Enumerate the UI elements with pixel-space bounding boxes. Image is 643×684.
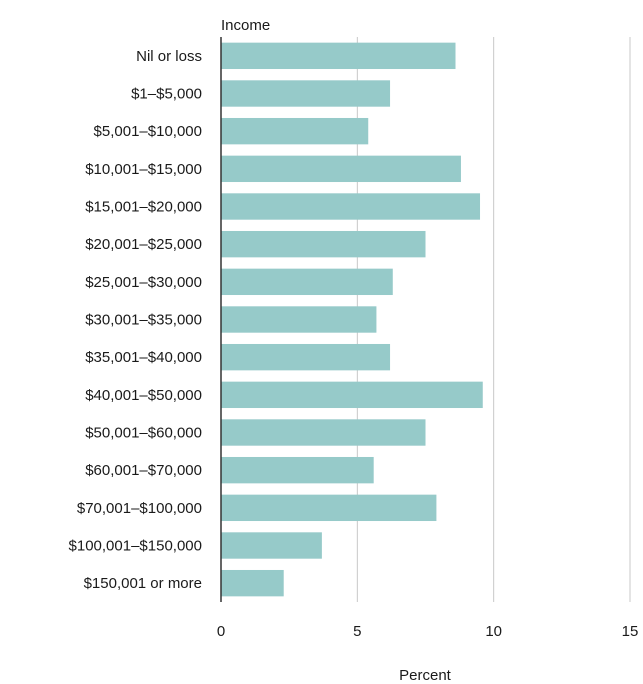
x-tick-label-2: 10: [485, 623, 502, 640]
bar-12: [221, 494, 437, 522]
category-labels: Nil or loss $1–$5,000 $5,001–$10,000 $10,00…: [69, 48, 202, 592]
x-tick-label-0: 0: [217, 623, 225, 640]
category-label-12: $70,001–$100,000: [77, 500, 202, 517]
category-label-13: $100,001–$150,000: [69, 538, 202, 555]
bar-14: [221, 569, 284, 597]
bar-8: [221, 343, 391, 371]
bar-2: [221, 117, 369, 145]
category-label-5: $20,001–$25,000: [85, 236, 202, 253]
bar-1: [221, 80, 391, 107]
category-label-4: $15,001–$20,000: [85, 199, 202, 216]
bars: [221, 42, 483, 597]
bar-7: [221, 306, 377, 333]
bar-0: [221, 42, 456, 70]
category-label-8: $35,001–$40,000: [85, 349, 202, 366]
bar-6: [221, 268, 393, 296]
category-label-3: $10,001–$15,000: [85, 161, 202, 178]
bar-11: [221, 456, 374, 484]
category-label-6: $25,001–$30,000: [85, 274, 202, 291]
bar-10: [221, 419, 426, 446]
x-tick-label-1: 5: [353, 623, 361, 640]
category-label-7: $30,001–$35,000: [85, 312, 202, 329]
bar-4: [221, 193, 481, 220]
category-label-0: Nil or loss: [136, 48, 202, 65]
bar-3: [221, 155, 461, 183]
x-tick-labels: 0 5 10 15: [217, 623, 639, 640]
y-axis-title: Income: [221, 17, 270, 34]
x-axis-title: Percent: [399, 667, 452, 684]
category-label-10: $50,001–$60,000: [85, 425, 202, 442]
bar-13: [221, 532, 322, 559]
category-label-1: $1–$5,000: [131, 86, 202, 103]
category-label-11: $60,001–$70,000: [85, 462, 202, 479]
bar-5: [221, 230, 426, 258]
bar-9: [221, 381, 483, 409]
category-label-14: $150,001 or more: [84, 575, 202, 592]
x-tick-label-3: 15: [622, 623, 639, 640]
category-label-9: $40,001–$50,000: [85, 387, 202, 404]
category-label-2: $5,001–$10,000: [94, 123, 202, 140]
